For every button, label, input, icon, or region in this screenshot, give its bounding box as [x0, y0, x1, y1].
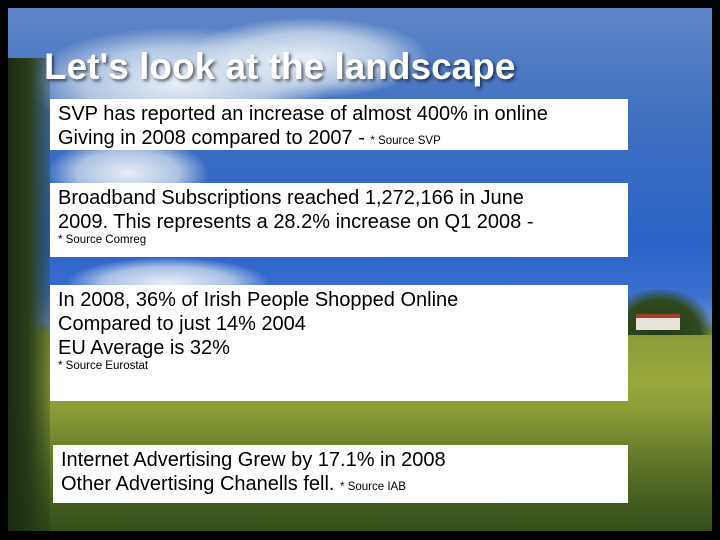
tree-left [8, 58, 50, 531]
stat-box-broadband: Broadband Subscriptions reached 1,272,16… [50, 183, 628, 257]
stat-box-advertising: Internet Advertising Grew by 17.1% in 20… [53, 445, 628, 503]
stat-line: Compared to just 14% 2004 [58, 313, 306, 335]
stat-line: EU Average is 32% [58, 337, 230, 359]
stat-line-text: Giving in 2008 compared to 2007 - [58, 127, 371, 149]
source-note: * Source Eurostat [58, 360, 149, 372]
stat-box-svp: SVP has reported an increase of almost 4… [50, 99, 628, 150]
stat-line: Giving in 2008 compared to 2007 - * Sour… [58, 126, 620, 150]
stat-box-shopping: In 2008, 36% of Irish People Shopped Onl… [50, 285, 628, 401]
farmhouse [636, 314, 680, 330]
stat-line-text: Other Advertising Chanells fell. [61, 473, 341, 495]
slide-title: Let's look at the landscape [44, 46, 516, 87]
stat-line: In 2008, 36% of Irish People Shopped Onl… [58, 289, 459, 311]
stat-line: Internet Advertising Grew by 17.1% in 20… [61, 449, 446, 471]
stat-line: SVP has reported an increase of almost 4… [58, 103, 548, 125]
source-note: * Source IAB [340, 481, 406, 493]
stat-line: Other Advertising Chanells fell. * Sourc… [61, 472, 620, 496]
stat-line: 2009. This represents a 28.2% increase o… [58, 211, 534, 233]
source-note: * Source Comreg [58, 234, 147, 246]
cloud [188, 18, 428, 98]
source-note: * Source SVP [370, 135, 441, 147]
stat-line: Broadband Subscriptions reached 1,272,16… [58, 187, 524, 209]
